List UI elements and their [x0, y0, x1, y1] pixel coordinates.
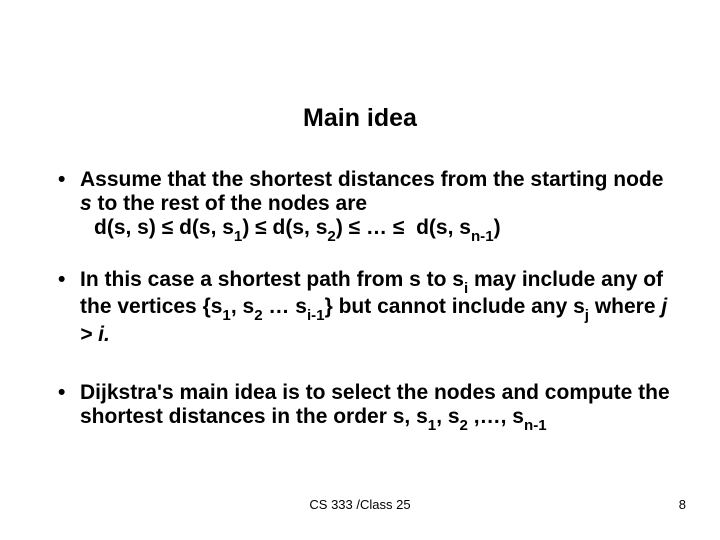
le-4: ≤: [393, 216, 405, 239]
b2-a: In this case a shortest path from s to s: [80, 268, 464, 291]
ineq-c: d(s, s: [273, 216, 328, 239]
le-2: ≤: [255, 216, 267, 239]
b2-d: … s: [263, 295, 307, 318]
ineq-c-sub: 2: [327, 228, 335, 245]
bullet-1: Assume that the shortest distances from …: [54, 168, 670, 244]
slide-title: Main idea: [0, 104, 720, 133]
ineq-a: d(s, s): [94, 216, 156, 239]
ineq-d-sub: n-1: [471, 228, 494, 245]
b3-sub1: 1: [428, 417, 436, 434]
b2-c-sub: 2: [254, 307, 262, 324]
bullet-1-s: s: [80, 192, 92, 215]
b2-gt: >: [80, 323, 98, 346]
slide-body: Assume that the shortest distances from …: [54, 168, 670, 457]
footer-center: CS 333 /Class 25: [0, 497, 720, 512]
bullet-list: Assume that the shortest distances from …: [54, 168, 670, 433]
b2-i: i.: [98, 323, 110, 346]
bullet-1-inequality: d(s, s) ≤ d(s, s1) ≤ d(s, s2) ≤ … ≤ d(s,…: [80, 216, 670, 244]
ineq-b: d(s, s: [179, 216, 234, 239]
b2-d-sub: i-1: [307, 307, 325, 324]
b2-e-sub: j: [585, 307, 589, 324]
bullet-3: Dijkstra's main idea is to select the no…: [54, 381, 670, 433]
ineq-dots: …: [366, 216, 387, 239]
le-1: ≤: [162, 216, 174, 239]
b2-a-sub: i: [464, 280, 468, 297]
b2-j: j: [661, 295, 667, 318]
slide: Main idea Assume that the shortest dista…: [0, 0, 720, 540]
b3-b: , s: [436, 405, 459, 428]
bullet-2: In this case a shortest path from s to s…: [54, 268, 670, 347]
le-3: ≤: [349, 216, 361, 239]
b2-f: where: [589, 295, 661, 318]
slide-number: 8: [679, 497, 686, 512]
ineq-d: d(s, s: [416, 216, 471, 239]
b3-c: ,…, s: [468, 405, 524, 428]
ineq-d-close: ): [494, 216, 501, 239]
bullet-1-text-b: to the rest of the nodes are: [92, 192, 367, 215]
ineq-b-close: ): [242, 216, 249, 239]
b2-e: } but cannot include any s: [325, 295, 585, 318]
b3-a: Dijkstra's main idea is to select the no…: [80, 381, 670, 428]
b2-c: , s: [231, 295, 254, 318]
ineq-c-close: ): [336, 216, 343, 239]
bullet-1-text-a: Assume that the shortest distances from …: [80, 168, 663, 191]
b3-sub2: 2: [460, 417, 468, 434]
b2-b-sub1: 1: [222, 307, 230, 324]
b3-sub3: n-1: [524, 417, 547, 434]
ineq-b-sub: 1: [234, 228, 242, 245]
